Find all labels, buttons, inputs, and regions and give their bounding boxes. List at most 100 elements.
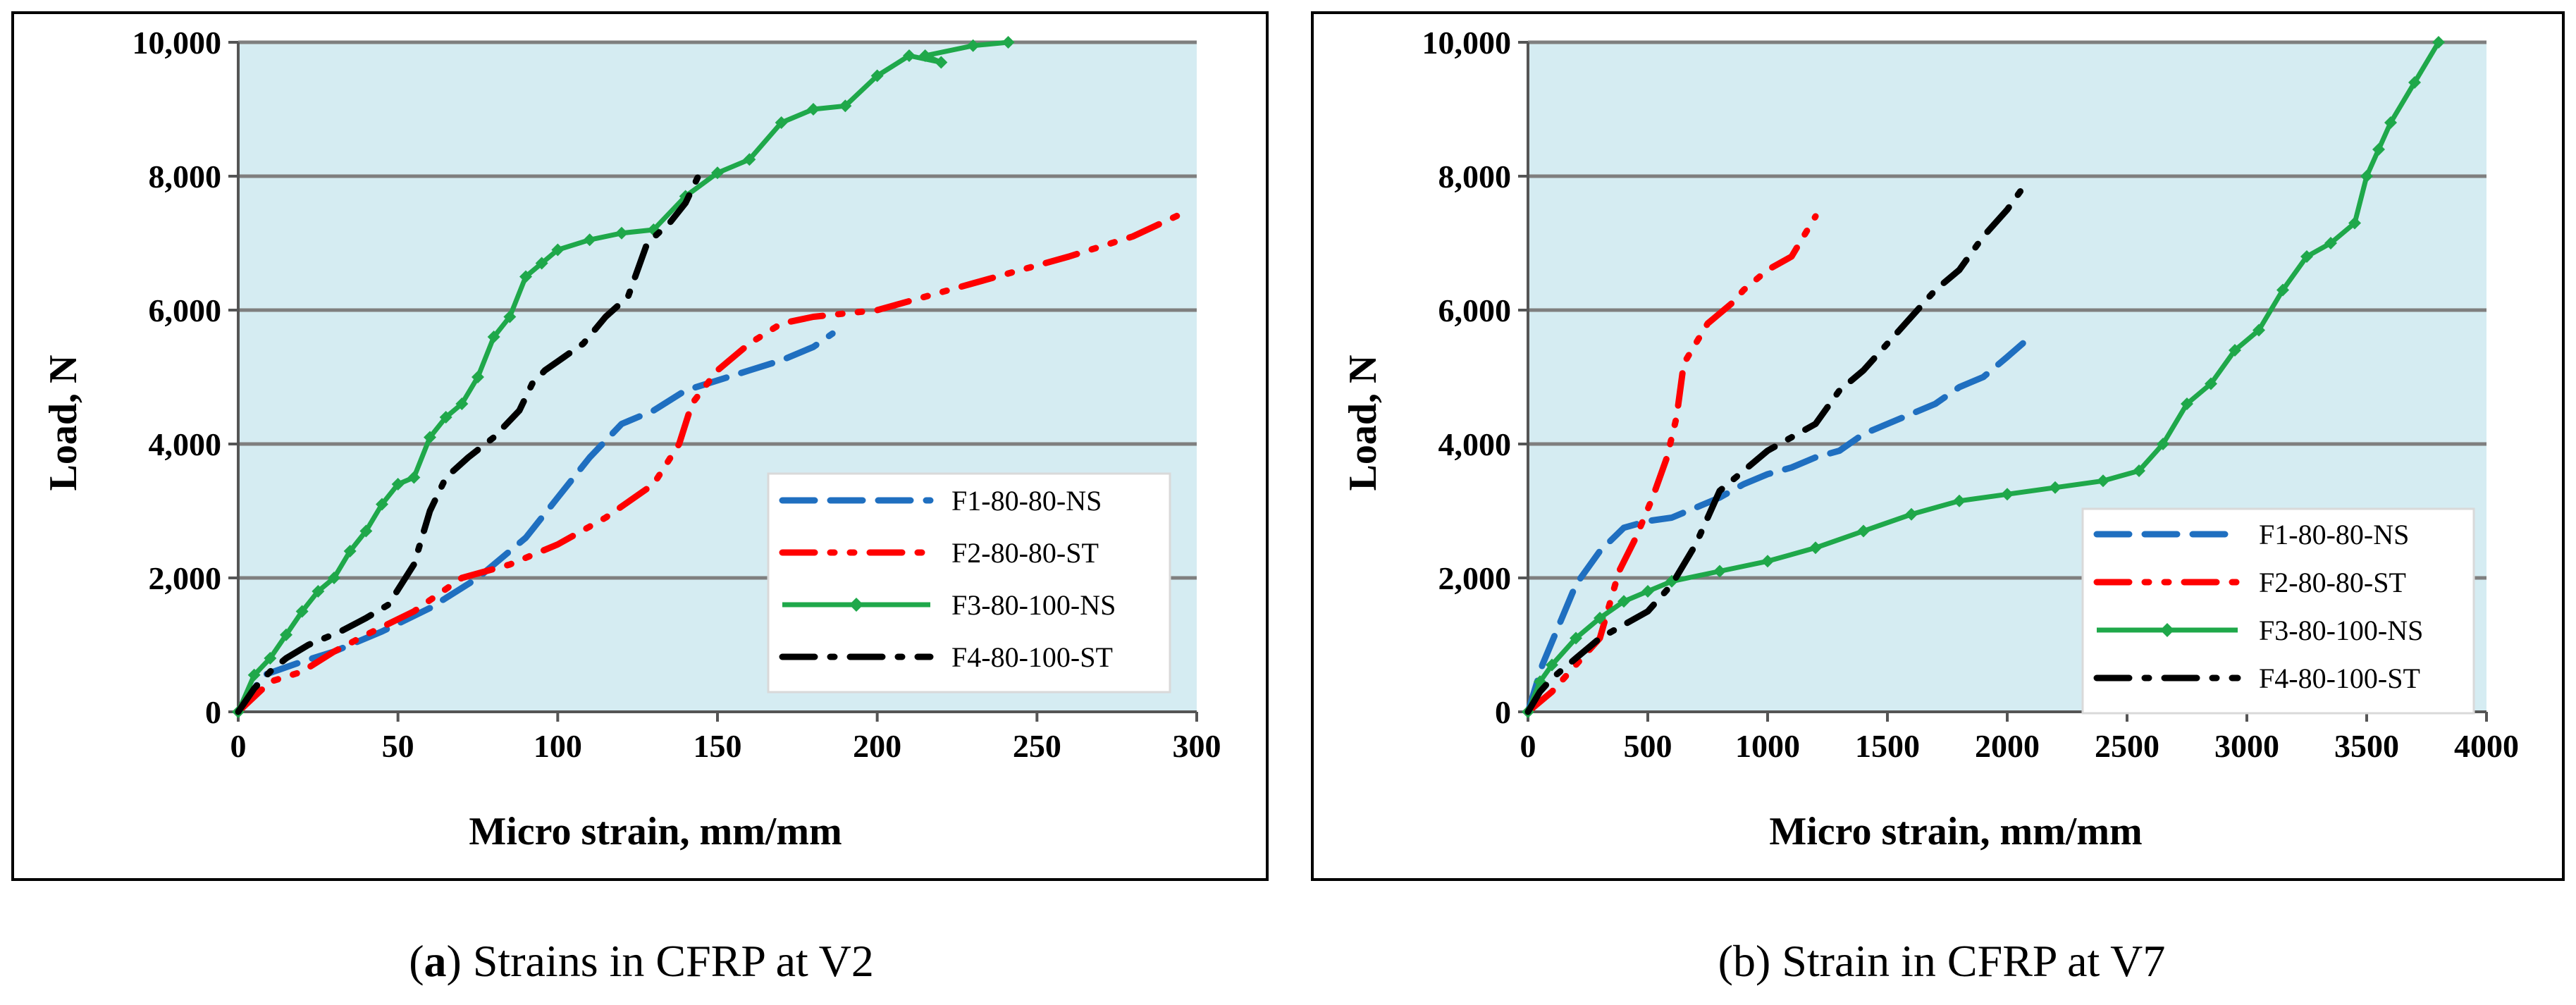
chart-b-legend-label: F4-80-100-ST (2259, 662, 2420, 694)
chart-b-point-f3-80-100-ns (1857, 524, 1870, 538)
chart-a-y-tick-label: 0 (205, 694, 221, 730)
chart-b-point-f3-80-100-ns (1641, 585, 1654, 598)
chart-a-point-f3-80-100-ns (295, 605, 309, 618)
chart-a-y-tick-label: 2,000 (149, 560, 222, 596)
caption-a-open-paren: ( (409, 936, 424, 986)
chart-a-point-f3-80-100-ns (535, 257, 548, 270)
chart-b-legend-label: F2-80-80-ST (2259, 567, 2406, 598)
chart-a-point-f3-80-100-ns (280, 628, 292, 641)
chart-b-point-f3-80-100-ns (2348, 216, 2361, 230)
chart-a-point-f3-80-100-ns (583, 233, 596, 247)
chart-b-legend: F1-80-80-NS F2-80-80-ST F3-80-100-NS F4-80-… (2081, 507, 2475, 715)
chart-b-point-f3-80-100-ns (2001, 488, 2014, 501)
chart-a-ticks: 0 2,000 4,000 6,000 8,000 10,000 0 50 100 150 200 2… (133, 25, 1221, 764)
chart-b-point-f3-80-100-ns (2360, 170, 2373, 183)
chart-a-point-f3-80-100-ns (551, 243, 565, 257)
chart-b-legend-label: F3-80-100-NS (2259, 615, 2423, 646)
chart-a-point-f3-80-100-ns (472, 371, 484, 383)
chart-a-point-f3-80-100-ns (966, 39, 980, 52)
chart-b-point-f3-80-100-ns (1617, 595, 1630, 608)
chart-b-x-tick-label: 1000 (1735, 728, 1800, 764)
chart-b-point-f3-80-100-ns (2049, 481, 2062, 494)
chart-a-point-f3-80-100-ns (903, 49, 916, 62)
chart-a-point-f3-80-100-ns (807, 103, 820, 116)
chart-b-legend-marker (2160, 623, 2174, 637)
chart-a-point-f3-80-100-ns (359, 524, 373, 538)
chart-b-point-f3-80-100-ns (2432, 36, 2445, 49)
chart-b-series-f4-80-100-st (1524, 180, 2030, 715)
chart-a-y-axis-title: Load, N (42, 355, 85, 491)
chart-b-point-f3-80-100-ns (1809, 541, 1822, 555)
chart-a-gridlines (238, 40, 1197, 580)
chart-b-x-tick-label: 0 (1520, 728, 1536, 764)
chart-a-x-tick-label: 250 (1013, 728, 1061, 764)
chart-b-point-f3-80-100-ns (2133, 464, 2145, 477)
chart-b-y-tick-label: 2,000 (1438, 560, 1512, 596)
chart-a-legend-marker (849, 598, 863, 612)
chart-a-point-f3-80-100-ns (935, 56, 948, 69)
chart-a-y-tick-label: 6,000 (149, 292, 222, 328)
chart-b-y-axis-title: Load, N (1341, 355, 1385, 491)
chart-a-x-tick-label: 150 (694, 728, 742, 764)
chart-a-point-f3-80-100-ns (455, 397, 469, 410)
chart-b-point-f3-80-100-ns (2181, 397, 2193, 410)
chart-a-series (232, 36, 1194, 718)
chart-b-point-f3-80-100-ns (2253, 323, 2265, 337)
caption-b: (b) Strain in CFRP at V7 (1718, 936, 2166, 986)
chart-b-x-tick-label: 2500 (2095, 728, 2159, 764)
chart-a-point-f3-80-100-ns (376, 498, 388, 511)
chart-b-y-tick-label: 4,000 (1438, 426, 1512, 462)
chart-b-point-f3-80-100-ns (1953, 494, 1966, 507)
chart-b-y-tick-label: 0 (1495, 694, 1511, 730)
caption-a: (a) Strains in CFRP at V2 (409, 936, 874, 986)
chart-a-point-f3-80-100-ns (407, 471, 421, 484)
chart-a-point-f3-80-100-ns (503, 310, 517, 323)
chart-a-point-f3-80-100-ns (264, 652, 277, 665)
chart-a-point-f3-80-100-ns (487, 331, 500, 343)
chart-a-y-tick-label: 10,000 (133, 25, 222, 61)
chart-a-point-f3-80-100-ns (870, 69, 884, 82)
chart-a-point-f3-80-100-ns (247, 668, 261, 682)
chart-a-point-f3-80-100-ns (615, 226, 628, 240)
chart-a-point-f3-80-100-ns (439, 411, 452, 424)
chart-b-legend-label: F1-80-80-NS (2259, 519, 2409, 550)
chart-b-x-tick-label: 3000 (2214, 728, 2279, 764)
chart-b-point-f3-80-100-ns (2097, 474, 2109, 488)
chart-b-y-tick-label: 6,000 (1438, 292, 1512, 328)
chart-a-x-tick-label: 50 (382, 728, 414, 764)
chart-b-point-f3-80-100-ns (1713, 565, 1726, 578)
chart-a-point-f3-80-100-ns (1002, 36, 1015, 49)
chart-b-point-f3-80-100-ns (2300, 250, 2313, 263)
chart-b-point-f3-80-100-ns (2276, 283, 2289, 297)
chart-a-y-tick-label: 8,000 (149, 159, 222, 195)
chart-a-point-f3-80-100-ns (743, 153, 756, 166)
chart-b-series (1522, 36, 2445, 718)
chart-b: 0 2,000 4,000 6,000 8,000 10,000 0 500 1000 1500 2… (1311, 11, 2565, 881)
chart-a-y-tick-label: 4,000 (149, 426, 222, 462)
chart-a-legend-label: F1-80-80-NS (951, 485, 1102, 517)
chart-b-x-tick-label: 3500 (2334, 728, 2399, 764)
chart-b-y-tick-label: 10,000 (1422, 25, 1512, 61)
chart-b-point-f3-80-100-ns (2157, 438, 2169, 450)
chart-b-series-f1-80-80-ns (1524, 337, 2030, 715)
chart-a-x-tick-label: 300 (1173, 728, 1221, 764)
chart-a-x-tick-label: 100 (534, 728, 582, 764)
chart-a-point-f3-80-100-ns (839, 99, 852, 113)
chart-a-point-f3-80-100-ns (775, 116, 788, 129)
chart-a-series-f4-80-100-st (235, 173, 702, 715)
chart-b-point-f3-80-100-ns (2408, 76, 2421, 89)
chart-a-point-f3-80-100-ns (391, 478, 405, 491)
chart-b-ticks: 0 2,000 4,000 6,000 8,000 10,000 0 500 1000 1500 2… (1422, 25, 2520, 764)
caption-a-text: Strains in CFRP at V2 (473, 936, 874, 986)
chart-a-point-f3-80-100-ns (424, 431, 436, 444)
chart-b-point-f3-80-100-ns (1594, 612, 1606, 624)
chart-b-point-f3-80-100-ns (2372, 143, 2385, 156)
chart-b-x-tick-label: 2000 (1975, 728, 2040, 764)
chart-b-point-f3-80-100-ns (2324, 237, 2337, 249)
chart-b-x-axis-title: Micro strain, mm/mm (1769, 810, 2142, 853)
chart-a-x-tick-label: 200 (853, 728, 901, 764)
chart-a-point-f3-80-100-ns (918, 49, 932, 62)
chart-b-point-f3-80-100-ns (1546, 658, 1558, 672)
chart-b-x-tick-label: 1500 (1855, 728, 1920, 764)
